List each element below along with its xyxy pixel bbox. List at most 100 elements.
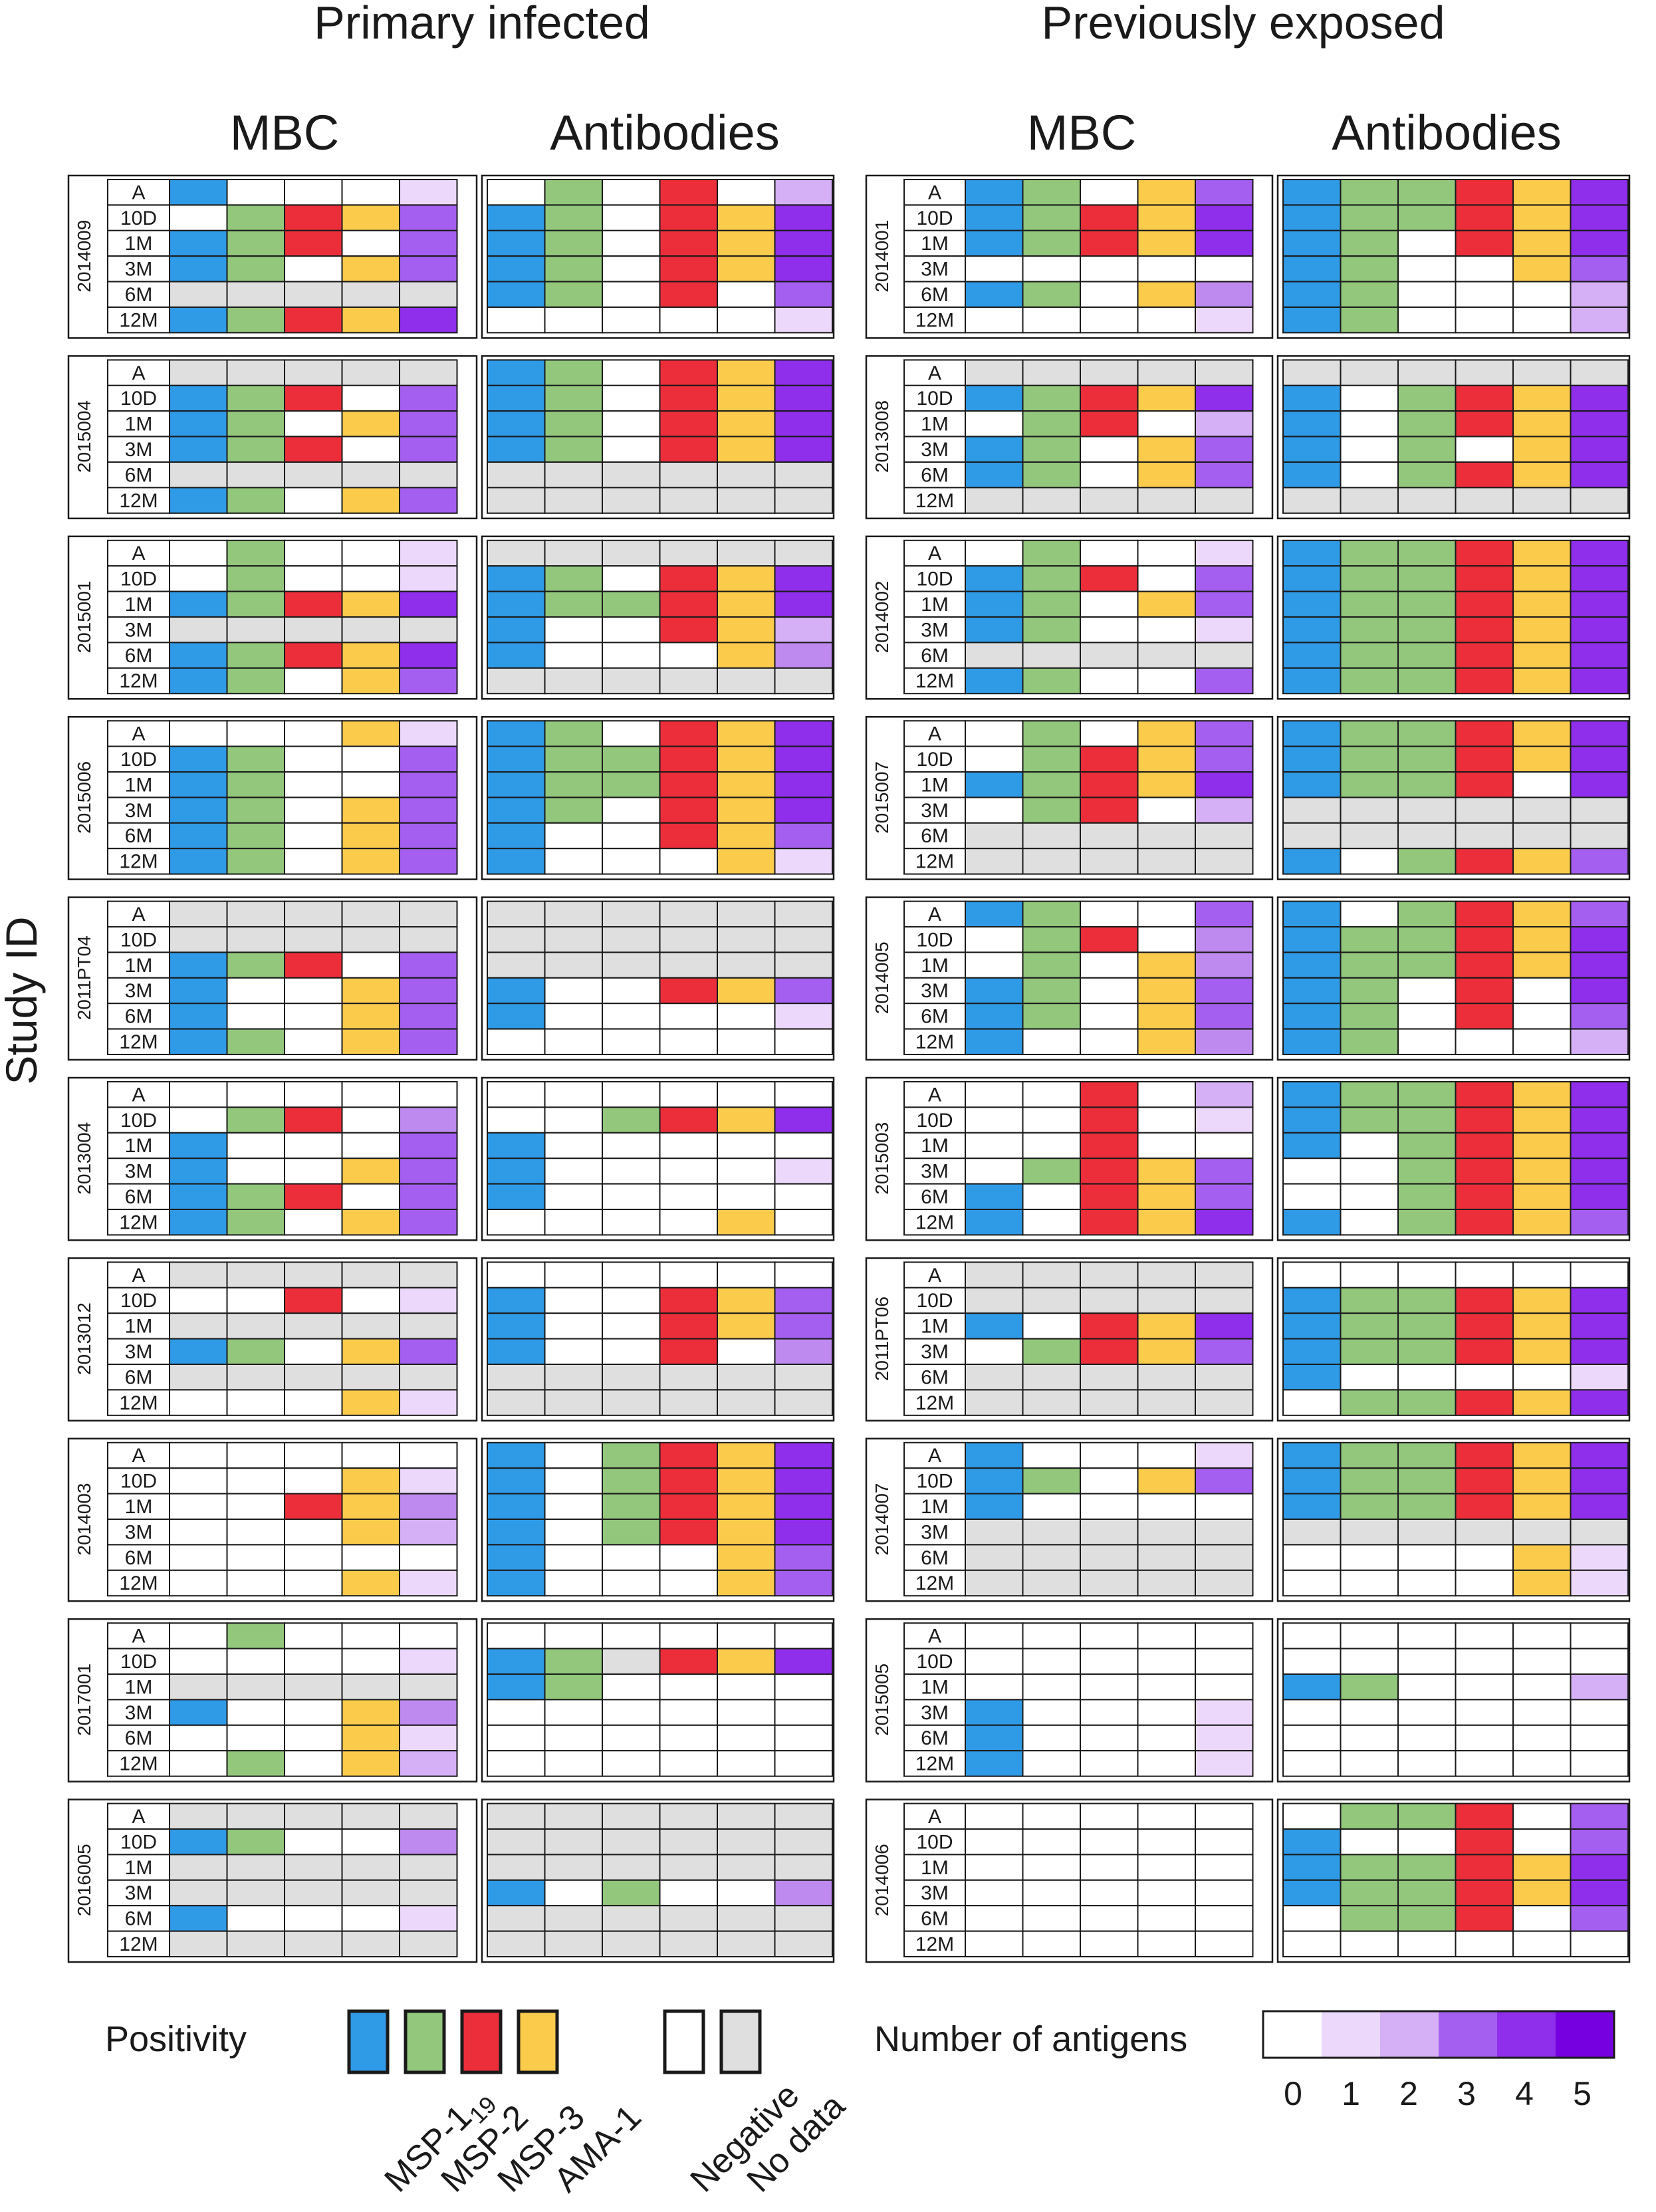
mbc-antigen-cell: [965, 539, 1024, 567]
timepoint-label: A: [132, 1084, 145, 1106]
mbc-count-cell: [399, 179, 458, 206]
mbc-antigen-cell: [341, 822, 400, 850]
subheading-primary-mbc: MBC: [230, 105, 339, 160]
study-id-label: 2013012: [74, 1302, 94, 1375]
antibody-count-cell: [1570, 1905, 1629, 1932]
mbc-antigen-cell: [965, 255, 1024, 283]
mbc-antigen-cell: [1022, 1261, 1081, 1289]
antibody-antigen-cell: [487, 1930, 546, 1958]
antibody-count-cell: [1570, 255, 1629, 283]
mbc-antigen-cell: [226, 307, 285, 334]
antibody-antigen-cell: [544, 667, 603, 695]
antibody-antigen-cell: [717, 1183, 776, 1210]
timepoint-cell: [107, 900, 170, 927]
antibody-antigen-cell: [1397, 1028, 1457, 1055]
antibody-antigen-cell: [544, 1364, 603, 1391]
mbc-antigen-cell: [226, 410, 285, 437]
antibody-antigen-cell: [717, 487, 776, 514]
antibody-antigen-cell: [544, 461, 603, 489]
antibody-antigen-cell: [487, 461, 546, 489]
antibody-antigen-cell: [487, 1622, 546, 1650]
antibody-count-cell: [774, 359, 833, 386]
antibody-antigen-cell: [544, 1648, 603, 1675]
mbc-antigen-cell: [341, 1622, 400, 1650]
antibody-antigen-cell: [544, 1930, 603, 1958]
mbc-antigen-cell: [169, 977, 228, 1005]
mbc-antigen-cell: [1080, 1287, 1139, 1314]
mbc-antigen-cell: [226, 435, 285, 463]
antibody-count-cell: [1570, 1132, 1629, 1160]
antibody-count-cell: [1570, 487, 1629, 514]
mbc-count-cell: [1195, 1622, 1254, 1650]
antibody-antigen-cell: [1282, 539, 1342, 567]
study-id-label: 2011PT06: [872, 1296, 892, 1381]
antibody-antigen-cell: [1282, 1828, 1342, 1856]
antibody-count-cell: [774, 1750, 833, 1777]
mbc-count-cell: [399, 1028, 458, 1055]
antibody-antigen-cell: [1397, 1209, 1457, 1236]
mbc-count-cell: [399, 642, 458, 669]
mbc-antigen-cell: [226, 1209, 285, 1236]
antibody-count-cell: [1570, 1106, 1629, 1134]
antibody-antigen-cell: [1397, 977, 1457, 1005]
mbc-count-cell: [399, 590, 458, 618]
antibody-antigen-cell: [659, 1544, 718, 1571]
mbc-count-cell: [1195, 667, 1254, 695]
antibody-antigen-cell: [717, 848, 776, 875]
mbc-antigen-cell: [1137, 1261, 1196, 1289]
antibody-antigen-cell: [1340, 1183, 1399, 1210]
mbc-antigen-cell: [1080, 487, 1139, 514]
timepoint-label: 10D: [916, 749, 953, 771]
mbc-antigen-cell: [226, 1673, 285, 1701]
mbc-antigen-cell: [965, 1905, 1024, 1932]
mbc-count-cell: [1195, 461, 1254, 489]
mbc-antigen-cell: [1022, 848, 1081, 875]
timepoint-cell: [903, 900, 966, 927]
antibody-antigen-cell: [1455, 1648, 1514, 1675]
antibody-antigen-cell: [602, 1209, 661, 1236]
antibody-count-cell: [1570, 359, 1629, 386]
antibody-antigen-cell: [1282, 1724, 1342, 1752]
study-id-label: 2014009: [74, 220, 94, 293]
antibody-antigen-cell: [602, 951, 661, 979]
mbc-antigen-cell: [284, 1569, 343, 1597]
mbc-antigen-cell: [1022, 1879, 1081, 1907]
mbc-antigen-cell: [1022, 1364, 1081, 1391]
antibody-antigen-cell: [1512, 1312, 1572, 1340]
timepoint-label: 3M: [921, 800, 949, 822]
mbc-count-cell: [1195, 1930, 1254, 1958]
antibody-antigen-cell: [1512, 848, 1572, 875]
mbc-antigen-cell: [965, 410, 1024, 437]
antibody-antigen-cell: [1282, 1389, 1342, 1416]
antibody-antigen-cell: [544, 720, 603, 747]
timepoint-cell: [107, 307, 170, 334]
antibody-count-cell: [1570, 1158, 1629, 1185]
antibody-antigen-cell: [1397, 720, 1457, 747]
antibody-antigen-cell: [1512, 1854, 1572, 1881]
antibody-antigen-cell: [659, 179, 718, 206]
mbc-antigen-cell: [1080, 565, 1139, 592]
antibody-frame: [1276, 1798, 1631, 1963]
antibody-antigen-cell: [717, 1622, 776, 1650]
timepoint-label: A: [928, 1084, 941, 1106]
antibody-antigen-cell: [1282, 1493, 1342, 1521]
antibody-antigen-cell: [487, 1312, 546, 1340]
timepoint-cell: [107, 848, 170, 875]
group-title-primary: Primary infected: [314, 0, 650, 49]
antibody-antigen-cell: [487, 977, 546, 1005]
antibody-antigen-cell: [544, 539, 603, 567]
mbc-antigen-cell: [169, 616, 228, 644]
timepoint-cell: [903, 384, 966, 412]
mbc-count-cell: [1195, 1183, 1254, 1210]
count-bar-segment: [1380, 2011, 1439, 2058]
timepoint-label: 1M: [125, 1135, 153, 1157]
mbc-antigen-cell: [226, 1699, 285, 1726]
antibody-antigen-cell: [1340, 435, 1399, 463]
mbc-antigen-cell: [226, 1828, 285, 1856]
antibody-antigen-cell: [1282, 1028, 1342, 1055]
study-id-label: 2013004: [74, 1122, 94, 1195]
mbc-antigen-cell: [965, 1724, 1024, 1752]
antibody-antigen-cell: [717, 1261, 776, 1289]
antibody-antigen-cell: [1397, 1622, 1457, 1650]
timepoint-label: 12M: [119, 1753, 158, 1775]
